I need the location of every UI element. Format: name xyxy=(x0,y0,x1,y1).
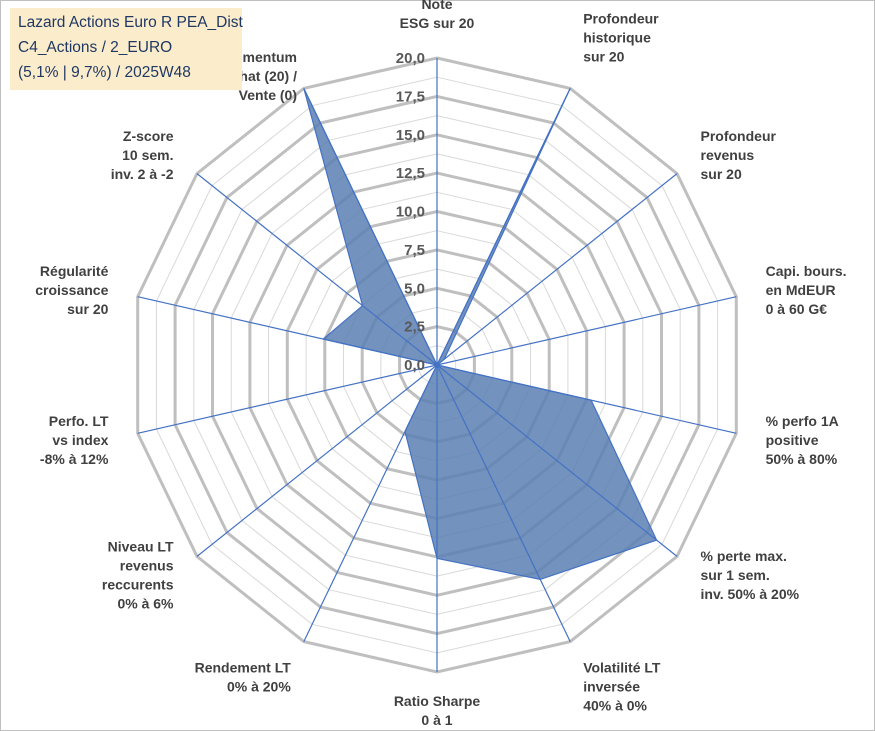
axis-label-line: Z-score xyxy=(123,128,174,144)
axis-label-line: en MdEUR xyxy=(766,282,836,298)
axis-label-line: Note xyxy=(421,0,452,12)
axis-label-line: revenus xyxy=(120,558,174,574)
axis-label-line: croissance xyxy=(35,282,108,298)
axis-label-line: Profondeur xyxy=(701,128,777,144)
axis-spoke xyxy=(436,88,571,366)
axis-spoke xyxy=(196,173,438,366)
tick-label: 17,5 xyxy=(396,88,425,105)
tick-label: 7,5 xyxy=(404,242,425,259)
axis-label-8: Ratio Sharpe 0 à 1 xyxy=(394,693,481,728)
axis-label-line: vs index xyxy=(52,432,108,448)
axis-label-line: reccurents xyxy=(102,577,174,593)
axis-label-line: ESG sur 20 xyxy=(400,15,475,31)
axis-label-line: % perte max. xyxy=(701,548,787,564)
axis-label-12: Régularité croissance sur 20 xyxy=(35,263,108,317)
axis-label-line: sur 20 xyxy=(701,166,742,182)
axis-label-1: Note ESG sur 20 xyxy=(400,0,475,31)
axis-label-4: Capi. bours. en MdEUR 0 à 60 G€ xyxy=(766,263,847,317)
axis-label-line: positive xyxy=(766,432,819,448)
axis-label-5: % perfo 1A positive 50% à 80% xyxy=(766,413,839,467)
axis-label-line: inv. 50% à 20% xyxy=(701,586,800,602)
tick-label: 2,5 xyxy=(404,319,425,336)
tick-label: 10,0 xyxy=(396,204,425,221)
axis-label-line: 0 à 1 xyxy=(421,712,452,728)
axis-spokes xyxy=(137,58,737,672)
axis-label-line: Régularité xyxy=(40,263,109,279)
axis-label-line: Vente (0) xyxy=(239,87,297,103)
axis-label-9: Rendement LT 0% à 20% xyxy=(195,660,292,695)
axis-label-11: Perfo. LT vs index -8% à 12% xyxy=(40,413,109,467)
axis-label-line: revenus xyxy=(701,147,755,163)
axis-label-line: 50% à 80% xyxy=(766,451,838,467)
axis-label-line: sur 20 xyxy=(67,301,108,317)
axis-label-line: inversée xyxy=(583,679,640,695)
axis-label-line: Profondeur xyxy=(583,10,659,26)
tick-label: 20,0 xyxy=(396,50,425,67)
axis-spoke xyxy=(436,364,737,434)
axis-spoke xyxy=(436,364,678,557)
axis-spoke xyxy=(436,296,737,366)
axis-spoke xyxy=(196,364,438,557)
axis-label-line: 40% à 0% xyxy=(583,698,647,714)
chart-title: Lazard Actions Euro R PEA_Dist xyxy=(18,14,243,31)
chart-title-box: Lazard Actions Euro R PEA_Dist C4_Action… xyxy=(10,8,243,90)
axis-spoke xyxy=(137,364,438,434)
axis-label-6: % perte max. sur 1 sem. inv. 50% à 20% xyxy=(701,548,800,602)
chart-category: C4_Actions / 2_EURO xyxy=(18,39,173,56)
tick-label: 12,5 xyxy=(396,165,425,182)
axis-spoke xyxy=(436,173,678,366)
radial-tick-labels: 0,0 2,5 5,0 7,5 10,0 12,5 15,0 17,5 20,0 xyxy=(396,50,425,374)
axis-label-line: 0 à 60 G€ xyxy=(766,301,828,317)
chart-stats: (5,1% | 9,7%) / 2025W48 xyxy=(18,64,191,81)
axis-label-line: % perfo 1A xyxy=(766,413,839,429)
axis-label-line: 0% à 6% xyxy=(117,596,174,612)
axis-label-line: inv. 2 à -2 xyxy=(111,166,174,182)
tick-label: 5,0 xyxy=(404,280,425,297)
axis-label-line: -8% à 12% xyxy=(40,451,109,467)
axis-label-line: Rendement LT xyxy=(195,660,292,676)
axis-spoke xyxy=(303,88,438,366)
axis-label-line: sur 20 xyxy=(583,48,624,64)
axis-label-line: sur 1 sem. xyxy=(701,567,770,583)
axis-spoke xyxy=(137,296,438,366)
axis-label-10: Niveau LT revenus reccurents 0% à 6% xyxy=(102,539,174,612)
axis-label-line: 10 sem. xyxy=(122,147,173,163)
axis-label-line: historique xyxy=(583,29,651,45)
axis-label-line: 0% à 20% xyxy=(227,679,291,695)
axis-label-line: Ratio Sharpe xyxy=(394,693,481,709)
axis-label-line: Perfo. LT xyxy=(49,413,109,429)
axis-spoke xyxy=(436,364,571,642)
axis-label-13: Z-score 10 sem. inv. 2 à -2 xyxy=(111,128,174,182)
axis-label-2: Profondeur historique sur 20 xyxy=(583,10,659,64)
tick-label: 15,0 xyxy=(396,127,425,144)
tick-label: 0,0 xyxy=(404,357,425,374)
axis-spoke xyxy=(303,364,438,642)
axis-label-line: Capi. bours. xyxy=(766,263,847,279)
axis-label-3: Profondeur revenus sur 20 xyxy=(701,128,777,182)
axis-label-line: Niveau LT xyxy=(108,539,174,555)
axis-label-line: Volatilité LT xyxy=(583,660,661,676)
axis-label-7: Volatilité LT inversée 40% à 0% xyxy=(583,660,661,714)
